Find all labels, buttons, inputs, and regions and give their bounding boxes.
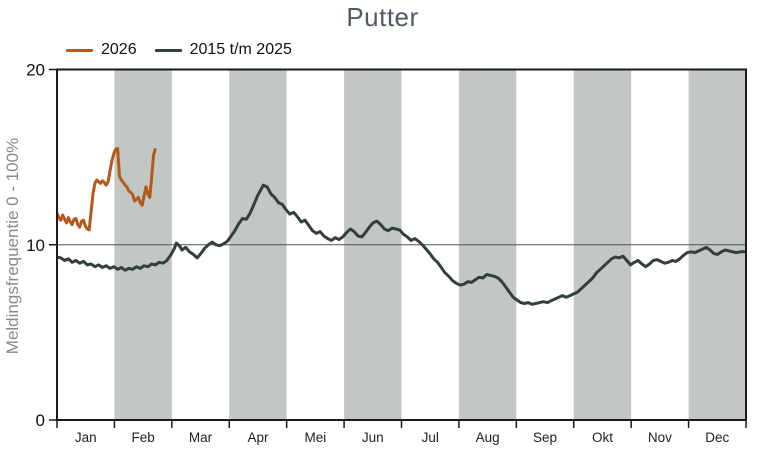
month-label-feb: Feb [131, 430, 154, 445]
month-label-apr: Apr [247, 430, 269, 445]
series-line-2026 [55, 146, 157, 232]
legend-label: 2015 t/m 2025 [189, 41, 292, 58]
month-label-sep: Sep [533, 430, 557, 445]
legend-line-swatch-2015-2025 [154, 48, 182, 52]
legend-line-swatch-2026 [66, 48, 93, 52]
y-tick-label: 10 [26, 236, 45, 255]
month-label-jun: Jun [362, 430, 384, 445]
month-label-okt: Okt [592, 430, 613, 445]
legend: 2026 2015 t/m 2025 [66, 41, 292, 59]
legend-item-2026: 2026 [66, 41, 137, 59]
series-line-2015-t-m-2025 [56, 183, 746, 306]
y-tick-label: 0 [36, 411, 45, 430]
legend-item-2015-2025: 2015 t/m 2025 [154, 41, 292, 59]
month-label-jan: Jan [75, 430, 97, 445]
month-label-nov: Nov [648, 430, 672, 445]
month-label-jul: Jul [422, 430, 439, 445]
month-label-mei: Mei [304, 430, 326, 445]
legend-label: 2026 [101, 41, 137, 58]
chart-title: Putter [346, 2, 419, 32]
month-label-aug: Aug [476, 430, 500, 445]
month-label-dec: Dec [705, 430, 729, 445]
y-tick-label: 20 [26, 61, 45, 80]
month-label-mar: Mar [189, 430, 213, 445]
